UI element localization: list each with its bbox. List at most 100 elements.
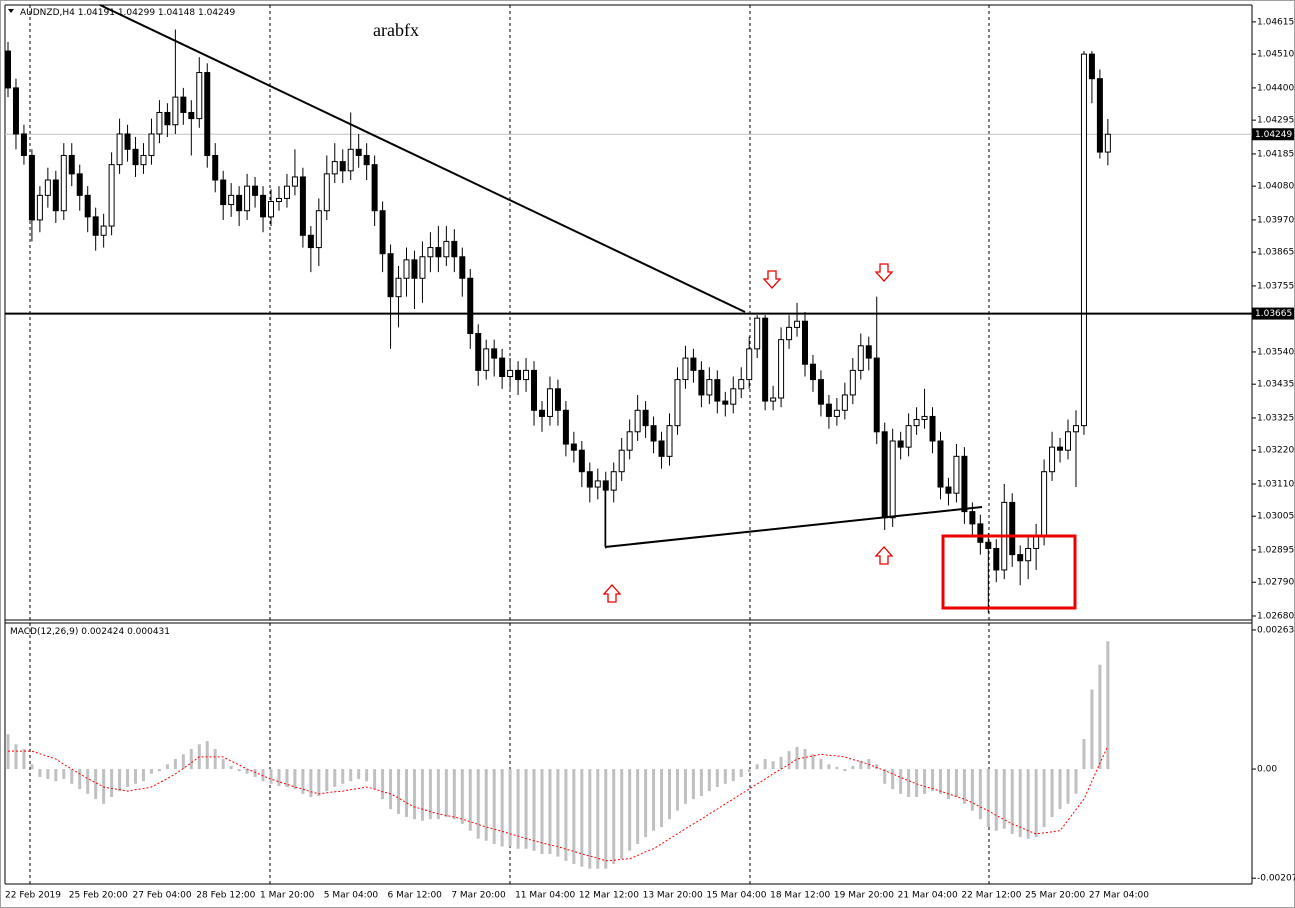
macd-bar	[779, 756, 783, 770]
candle-body	[188, 111, 195, 120]
candle-body	[100, 225, 107, 236]
candle-body	[945, 486, 952, 494]
y-tick-label: 1.03970	[1257, 215, 1294, 225]
candle-body	[283, 185, 290, 199]
macd-bar	[859, 761, 863, 770]
candle-body	[626, 431, 633, 451]
y-tick-label: 1.04080	[1257, 182, 1294, 192]
arrow-up	[602, 584, 622, 603]
candle-body	[323, 173, 330, 212]
candle-body	[1065, 431, 1072, 451]
candle-body	[873, 357, 880, 433]
candle-body	[554, 388, 561, 411]
macd-bar	[835, 766, 839, 770]
period-separators	[29, 5, 990, 884]
macd-bar	[309, 769, 313, 797]
macd-bar	[1058, 769, 1062, 810]
macd-bar	[923, 769, 927, 794]
candle-body	[347, 148, 354, 172]
macd-bar	[891, 769, 895, 790]
macd-bar	[771, 761, 775, 770]
x-tick-label: 13 Mar 20:00	[643, 891, 703, 901]
candle-body	[961, 455, 968, 513]
macd-bar	[691, 769, 695, 800]
candle-body	[315, 210, 322, 249]
y-tick-label: 1.03435	[1257, 380, 1294, 390]
candle-body	[993, 547, 1000, 571]
macd-bar	[205, 741, 209, 770]
macd-bar	[213, 749, 217, 770]
candle-body	[610, 471, 617, 491]
macd-bar	[970, 769, 974, 811]
candle-body	[730, 388, 737, 405]
candle-body	[124, 133, 131, 150]
candle-body	[778, 339, 785, 399]
candle-body	[116, 133, 123, 166]
macd-bar	[94, 769, 98, 800]
x-tick-label: 25 Mar 20:00	[1025, 891, 1085, 901]
macd-bar	[763, 759, 767, 770]
candle-body	[953, 455, 960, 494]
candle-body	[969, 511, 976, 525]
macd-bar	[811, 754, 815, 770]
candle-body	[985, 541, 992, 549]
marks: 1.04615 1.04510 1.04400 1.04295 1.04185 1.040…	[5, 17, 1295, 901]
macd-bar	[277, 769, 281, 786]
candle-body	[371, 164, 378, 212]
candle-body	[331, 161, 338, 175]
y-tick-label: 1.03325	[1257, 413, 1294, 423]
candle-body	[427, 247, 434, 258]
candle-body	[140, 154, 147, 166]
candle-body	[825, 403, 832, 417]
macd-bar	[412, 769, 416, 820]
macd-bar	[1106, 641, 1110, 770]
y-tick-label: -0.002070	[1257, 874, 1295, 884]
candle-body	[52, 179, 59, 212]
macd-bar	[269, 769, 273, 784]
x-tick-label: 12 Mar 12:00	[579, 891, 639, 901]
macd-bar	[994, 769, 998, 831]
candle-body	[84, 194, 91, 218]
macd-bar	[668, 769, 672, 820]
macd-signal: 0.000431	[127, 627, 170, 637]
macd-bar	[253, 769, 257, 777]
macd-bar	[221, 759, 225, 770]
macd-bar	[755, 764, 759, 770]
candle-body	[794, 320, 801, 328]
macd-bar	[165, 764, 169, 770]
candle-body	[164, 111, 171, 126]
candle-body	[1088, 53, 1095, 80]
macd-bar	[596, 769, 600, 869]
x-tick-label: 21 Mar 04:00	[898, 891, 958, 901]
macd-bar	[1010, 769, 1014, 834]
macd-bar	[1066, 769, 1070, 804]
candle-body	[108, 164, 115, 227]
macd-bar	[149, 769, 153, 774]
candle-body	[467, 277, 474, 335]
candle-body	[228, 194, 235, 206]
candle-body	[817, 379, 824, 405]
candle-body	[722, 400, 729, 405]
macd-bar	[954, 769, 958, 797]
y-tick-label: 1.04400	[1257, 83, 1294, 93]
candle-body	[435, 247, 442, 258]
macd-bar	[580, 769, 584, 867]
candle-body	[196, 72, 203, 120]
macd-bar	[189, 749, 193, 770]
candle-body	[897, 440, 904, 448]
candle-body	[929, 415, 936, 442]
y-tick-label: 1.04185	[1257, 149, 1294, 159]
macd-bar	[675, 769, 679, 811]
macd-bar	[444, 769, 448, 818]
y-tick-label: 1.04295	[1257, 116, 1294, 126]
menu-triangle[interactable]	[8, 9, 14, 13]
macd-bar	[978, 769, 982, 820]
macd-bar	[1018, 769, 1022, 838]
candle-body	[1017, 554, 1024, 562]
candle-body	[602, 480, 609, 491]
candle-body	[618, 449, 625, 473]
macd-bar	[899, 769, 903, 794]
macd-bar	[931, 769, 935, 792]
candle-body	[881, 431, 888, 519]
macd-bar	[349, 769, 353, 782]
